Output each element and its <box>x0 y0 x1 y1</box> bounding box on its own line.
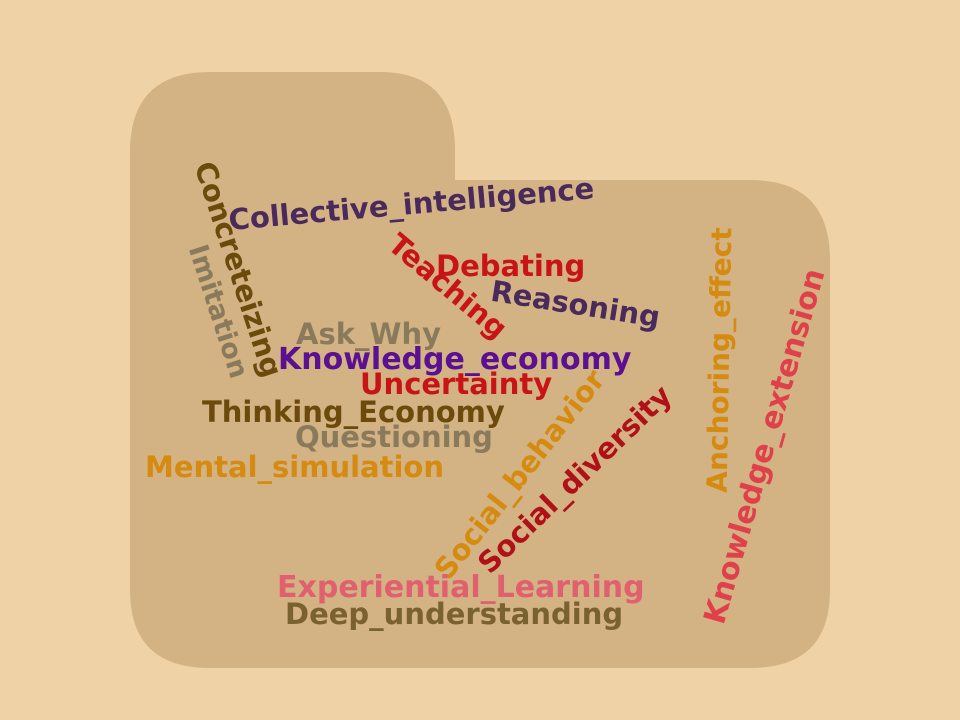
word-questioning: Questioning <box>295 420 493 454</box>
word-deep-understanding: Deep_understanding <box>285 597 624 631</box>
word-ask-why: Ask_Why <box>296 317 442 351</box>
word-mental-simulation: Mental_simulation <box>145 450 444 484</box>
folder-body <box>130 72 830 668</box>
word-knowledge-economy: Knowledge_economy <box>278 342 632 377</box>
word-debating: Debating <box>436 249 586 283</box>
word-thinking-economy: Thinking_Economy <box>202 395 505 429</box>
word-anchoring-effect: Anchoring_effect <box>700 227 739 493</box>
word-uncertainty: Uncertainty <box>360 367 553 401</box>
word-experiential-learning: Experiential_Learning <box>277 570 645 605</box>
